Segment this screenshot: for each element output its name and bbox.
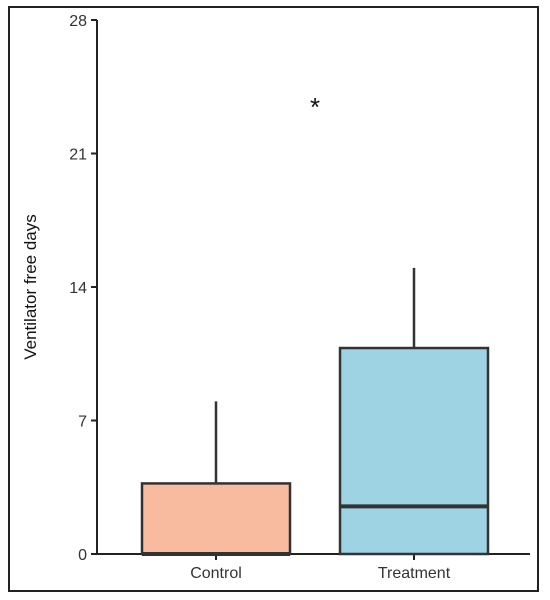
box-treatment [338,267,490,556]
box-control [140,401,292,556]
box-series [140,267,490,556]
y-tick-label: 28 [69,13,87,30]
y-tick-label: 14 [69,280,87,297]
x-axis: Control Treatment [96,553,530,582]
box-rect [140,482,292,556]
y-tick-label: 0 [78,547,87,564]
box-rect [338,346,490,556]
annotations: * [310,92,320,122]
x-tick-label: Treatment [378,565,451,582]
y-tick-label: 21 [69,147,87,164]
y-axis: 0 7 14 21 28 [69,13,98,564]
x-tick-label: Control [190,565,242,582]
y-axis-title: Ventilator free days [21,214,40,360]
y-tick-label: 7 [78,414,87,431]
significance-marker: * [310,92,320,122]
